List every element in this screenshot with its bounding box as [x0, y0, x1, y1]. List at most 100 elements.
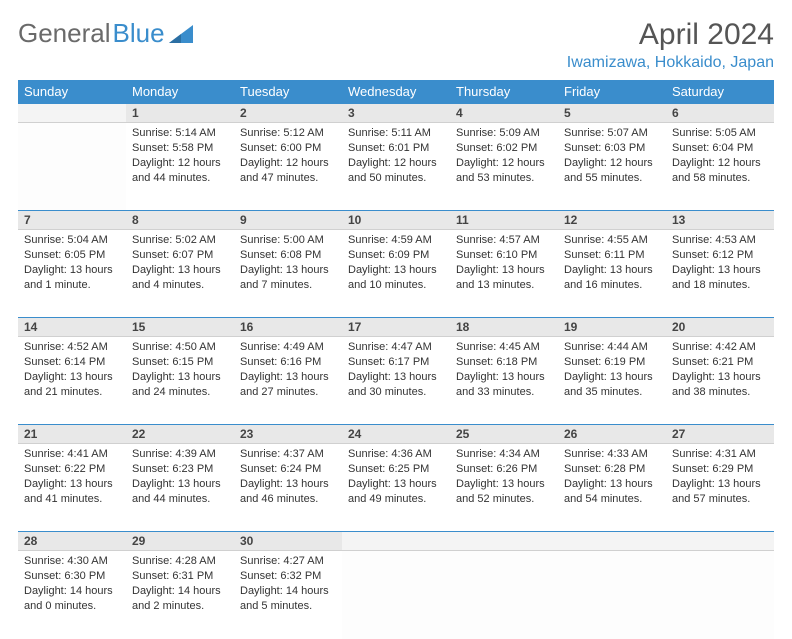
day-number-cell: 1: [126, 104, 234, 123]
sunset-text: Sunset: 6:10 PM: [456, 248, 552, 263]
daylight-text: Daylight: 13 hours and 49 minutes.: [348, 477, 444, 507]
sunset-text: Sunset: 6:08 PM: [240, 248, 336, 263]
day-number-cell: 24: [342, 425, 450, 444]
day-number-row: 78910111213: [18, 211, 774, 230]
daylight-text: Daylight: 13 hours and 33 minutes.: [456, 370, 552, 400]
day-number-cell: [18, 104, 126, 123]
title-block: April 2024 Iwamizawa, Hokkaido, Japan: [567, 18, 774, 72]
day-content-cell: Sunrise: 5:09 AMSunset: 6:02 PMDaylight:…: [450, 123, 558, 211]
sunset-text: Sunset: 6:19 PM: [564, 355, 660, 370]
daylight-text: Daylight: 13 hours and 10 minutes.: [348, 263, 444, 293]
sunrise-text: Sunrise: 4:37 AM: [240, 447, 336, 462]
sunrise-text: Sunrise: 4:39 AM: [132, 447, 228, 462]
daylight-text: Daylight: 13 hours and 1 minute.: [24, 263, 120, 293]
daylight-text: Daylight: 13 hours and 18 minutes.: [672, 263, 768, 293]
sunset-text: Sunset: 6:15 PM: [132, 355, 228, 370]
daylight-text: Daylight: 13 hours and 52 minutes.: [456, 477, 552, 507]
day-content-cell: Sunrise: 5:07 AMSunset: 6:03 PMDaylight:…: [558, 123, 666, 211]
sunrise-text: Sunrise: 5:05 AM: [672, 126, 768, 141]
day-content-cell: Sunrise: 4:36 AMSunset: 6:25 PMDaylight:…: [342, 444, 450, 532]
day-content-cell: Sunrise: 4:28 AMSunset: 6:31 PMDaylight:…: [126, 551, 234, 639]
daylight-text: Daylight: 13 hours and 16 minutes.: [564, 263, 660, 293]
day-header: Sunday: [18, 80, 126, 104]
daylight-text: Daylight: 12 hours and 44 minutes.: [132, 156, 228, 186]
day-number-cell: 4: [450, 104, 558, 123]
daylight-text: Daylight: 13 hours and 35 minutes.: [564, 370, 660, 400]
day-content-cell: [558, 551, 666, 639]
day-content-cell: Sunrise: 4:44 AMSunset: 6:19 PMDaylight:…: [558, 337, 666, 425]
day-number-cell: 30: [234, 532, 342, 551]
logo-triangle-icon: [169, 25, 193, 43]
day-content-cell: [342, 551, 450, 639]
sunset-text: Sunset: 6:25 PM: [348, 462, 444, 477]
day-number-cell: [450, 532, 558, 551]
day-number-cell: 12: [558, 211, 666, 230]
sunrise-text: Sunrise: 4:55 AM: [564, 233, 660, 248]
day-header: Friday: [558, 80, 666, 104]
daylight-text: Daylight: 13 hours and 7 minutes.: [240, 263, 336, 293]
day-header: Thursday: [450, 80, 558, 104]
logo-text-blue: Blue: [113, 18, 165, 49]
sunset-text: Sunset: 6:12 PM: [672, 248, 768, 263]
month-title: April 2024: [567, 18, 774, 52]
daylight-text: Daylight: 13 hours and 24 minutes.: [132, 370, 228, 400]
sunset-text: Sunset: 6:17 PM: [348, 355, 444, 370]
day-content-cell: Sunrise: 4:27 AMSunset: 6:32 PMDaylight:…: [234, 551, 342, 639]
daylight-text: Daylight: 12 hours and 55 minutes.: [564, 156, 660, 186]
day-content-cell: Sunrise: 5:12 AMSunset: 6:00 PMDaylight:…: [234, 123, 342, 211]
sunrise-text: Sunrise: 4:42 AM: [672, 340, 768, 355]
daylight-text: Daylight: 12 hours and 47 minutes.: [240, 156, 336, 186]
daylight-text: Daylight: 12 hours and 50 minutes.: [348, 156, 444, 186]
day-content-cell: Sunrise: 4:53 AMSunset: 6:12 PMDaylight:…: [666, 230, 774, 318]
day-content-cell: Sunrise: 5:11 AMSunset: 6:01 PMDaylight:…: [342, 123, 450, 211]
day-content-cell: Sunrise: 5:05 AMSunset: 6:04 PMDaylight:…: [666, 123, 774, 211]
sunrise-text: Sunrise: 4:31 AM: [672, 447, 768, 462]
day-content-cell: Sunrise: 4:34 AMSunset: 6:26 PMDaylight:…: [450, 444, 558, 532]
day-number-cell: 7: [18, 211, 126, 230]
sunrise-text: Sunrise: 4:57 AM: [456, 233, 552, 248]
sunrise-text: Sunrise: 5:11 AM: [348, 126, 444, 141]
day-number-cell: 28: [18, 532, 126, 551]
day-content-cell: Sunrise: 4:57 AMSunset: 6:10 PMDaylight:…: [450, 230, 558, 318]
sunset-text: Sunset: 6:09 PM: [348, 248, 444, 263]
day-number-cell: [342, 532, 450, 551]
daylight-text: Daylight: 12 hours and 58 minutes.: [672, 156, 768, 186]
sunset-text: Sunset: 6:16 PM: [240, 355, 336, 370]
day-number-cell: 6: [666, 104, 774, 123]
daylight-text: Daylight: 12 hours and 53 minutes.: [456, 156, 552, 186]
logo-text-gray: General: [18, 18, 111, 49]
sunset-text: Sunset: 6:18 PM: [456, 355, 552, 370]
day-number-cell: 14: [18, 318, 126, 337]
day-number-cell: 3: [342, 104, 450, 123]
daylight-text: Daylight: 13 hours and 13 minutes.: [456, 263, 552, 293]
sunrise-text: Sunrise: 4:52 AM: [24, 340, 120, 355]
header: GeneralBlue April 2024 Iwamizawa, Hokkai…: [18, 18, 774, 72]
sunset-text: Sunset: 6:31 PM: [132, 569, 228, 584]
daylight-text: Daylight: 13 hours and 41 minutes.: [24, 477, 120, 507]
day-content-cell: Sunrise: 4:37 AMSunset: 6:24 PMDaylight:…: [234, 444, 342, 532]
day-header: Monday: [126, 80, 234, 104]
day-number-cell: 9: [234, 211, 342, 230]
day-number-cell: 10: [342, 211, 450, 230]
daylight-text: Daylight: 14 hours and 5 minutes.: [240, 584, 336, 614]
day-content-row: Sunrise: 4:30 AMSunset: 6:30 PMDaylight:…: [18, 551, 774, 639]
location-label: Iwamizawa, Hokkaido, Japan: [567, 54, 774, 72]
day-content-cell: Sunrise: 4:31 AMSunset: 6:29 PMDaylight:…: [666, 444, 774, 532]
daylight-text: Daylight: 13 hours and 30 minutes.: [348, 370, 444, 400]
sunrise-text: Sunrise: 5:14 AM: [132, 126, 228, 141]
sunset-text: Sunset: 5:58 PM: [132, 141, 228, 156]
daylight-text: Daylight: 13 hours and 54 minutes.: [564, 477, 660, 507]
sunset-text: Sunset: 6:23 PM: [132, 462, 228, 477]
day-number-cell: [558, 532, 666, 551]
day-content-cell: Sunrise: 4:41 AMSunset: 6:22 PMDaylight:…: [18, 444, 126, 532]
sunset-text: Sunset: 6:22 PM: [24, 462, 120, 477]
sunrise-text: Sunrise: 4:41 AM: [24, 447, 120, 462]
sunset-text: Sunset: 6:04 PM: [672, 141, 768, 156]
sunrise-text: Sunrise: 4:47 AM: [348, 340, 444, 355]
day-content-cell: Sunrise: 5:04 AMSunset: 6:05 PMDaylight:…: [18, 230, 126, 318]
day-number-cell: 2: [234, 104, 342, 123]
day-number-cell: 15: [126, 318, 234, 337]
day-content-row: Sunrise: 5:14 AMSunset: 5:58 PMDaylight:…: [18, 123, 774, 211]
sunrise-text: Sunrise: 4:45 AM: [456, 340, 552, 355]
calendar-table: Sunday Monday Tuesday Wednesday Thursday…: [18, 80, 774, 639]
